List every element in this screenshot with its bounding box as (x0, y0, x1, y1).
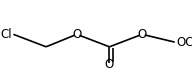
Text: O: O (137, 28, 147, 41)
Text: Cl: Cl (1, 28, 12, 41)
Text: O: O (105, 58, 114, 71)
Text: OCH₃: OCH₃ (177, 36, 192, 49)
Text: O: O (72, 28, 81, 41)
